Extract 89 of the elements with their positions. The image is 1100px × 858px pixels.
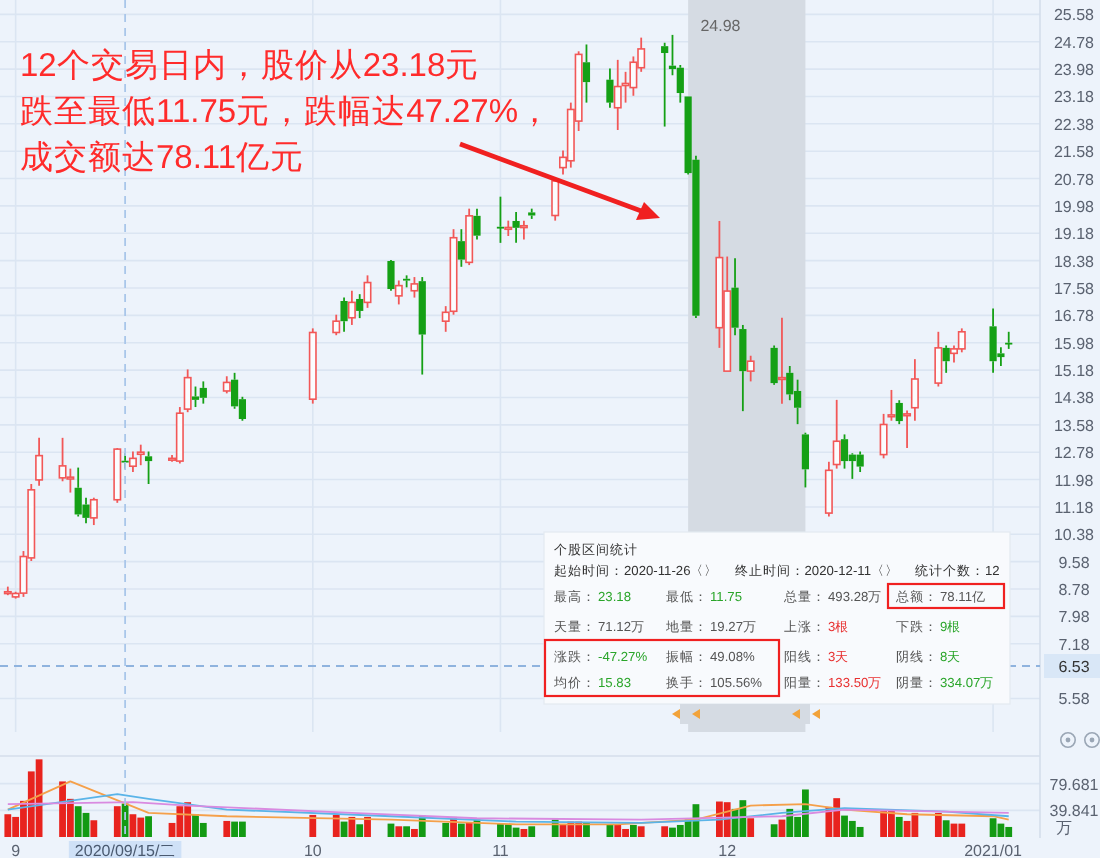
bar bbox=[59, 781, 66, 837]
annotation: 成交额达78.11亿元 bbox=[20, 138, 305, 176]
ref-line-label: 6.53 bbox=[1058, 657, 1091, 676]
bar bbox=[958, 823, 966, 837]
y-tick-label: 13.58 bbox=[1053, 416, 1096, 435]
bar bbox=[989, 818, 997, 837]
bar bbox=[395, 826, 403, 837]
y-tick-label: 14.38 bbox=[1053, 389, 1096, 408]
bar bbox=[833, 798, 841, 837]
bar bbox=[1005, 826, 1013, 837]
bar bbox=[669, 827, 676, 837]
bar bbox=[770, 824, 778, 837]
x-tick-label: 2021/01 bbox=[964, 842, 1024, 858]
y-tick-label: 15.18 bbox=[1053, 362, 1096, 381]
bar bbox=[465, 822, 473, 837]
line-series bbox=[6, 780, 1010, 826]
bar bbox=[192, 814, 199, 837]
bar bbox=[942, 820, 950, 837]
y-tick-label: 22.38 bbox=[1053, 115, 1096, 134]
bar bbox=[856, 826, 864, 837]
y-tick-label: 39.841 bbox=[1049, 802, 1100, 821]
bar bbox=[4, 814, 12, 837]
bar bbox=[848, 820, 856, 837]
line-series bbox=[6, 801, 1010, 821]
bar bbox=[137, 817, 145, 837]
y-tick-label: 19.18 bbox=[1053, 225, 1096, 244]
bar bbox=[676, 824, 684, 837]
annotation: 跌至最低11.75元，跌幅达47.27%， bbox=[20, 94, 553, 130]
bar bbox=[309, 814, 317, 837]
line-series bbox=[6, 793, 1010, 824]
bar bbox=[113, 806, 121, 837]
bar bbox=[614, 824, 622, 837]
x-tick-label: 12 bbox=[718, 842, 738, 858]
bar bbox=[239, 821, 246, 837]
y-tick-label: 5.58 bbox=[1058, 690, 1091, 709]
y-tick-label: 7.98 bbox=[1058, 608, 1091, 627]
y-tick-label: 21.58 bbox=[1053, 143, 1096, 162]
bar bbox=[411, 828, 418, 837]
bar bbox=[661, 826, 669, 837]
bar bbox=[497, 823, 504, 837]
x-tick-label: 9 bbox=[11, 842, 22, 858]
bar bbox=[637, 826, 645, 837]
bar bbox=[332, 814, 340, 837]
y-tick-label: 79.681 bbox=[1049, 775, 1100, 794]
y-tick-label: 11.18 bbox=[1054, 498, 1095, 517]
bar bbox=[223, 820, 231, 837]
bar bbox=[504, 824, 512, 837]
y-tick-label: 23.18 bbox=[1053, 88, 1096, 107]
y-tick-label: 12.78 bbox=[1053, 444, 1096, 463]
bar bbox=[176, 806, 184, 837]
y-tick-label: 18.38 bbox=[1053, 252, 1096, 271]
y-tick-label: 11.98 bbox=[1054, 471, 1095, 490]
y-tick-label: 19.98 bbox=[1053, 197, 1096, 216]
bar bbox=[90, 820, 98, 837]
bar bbox=[403, 826, 411, 837]
x-tick-label: 11 bbox=[492, 842, 510, 858]
ref-line-label: 2020/09/15/二 bbox=[74, 842, 176, 858]
bar bbox=[356, 824, 364, 837]
bar bbox=[199, 822, 207, 837]
y-tick-label: 8.78 bbox=[1058, 581, 1091, 600]
bar bbox=[528, 826, 536, 837]
y-tick-label: 24.78 bbox=[1053, 33, 1096, 52]
bar bbox=[747, 818, 755, 837]
y-tick-label: 25.58 bbox=[1053, 6, 1096, 25]
y-tick-label: 20.78 bbox=[1053, 170, 1096, 189]
bar bbox=[895, 816, 903, 837]
y-tick-label: 7.18 bbox=[1058, 635, 1091, 654]
bar bbox=[231, 821, 238, 837]
y-tick-label: 10.38 bbox=[1053, 526, 1096, 545]
bar bbox=[841, 815, 848, 837]
bar bbox=[364, 816, 371, 837]
bar bbox=[145, 816, 152, 837]
bar bbox=[442, 822, 450, 837]
y-tick-label: 23.98 bbox=[1053, 61, 1096, 80]
x-tick-label: 10 bbox=[303, 842, 323, 858]
bar bbox=[934, 812, 942, 837]
bar bbox=[348, 816, 356, 837]
y-tick-label: 9.58 bbox=[1058, 553, 1091, 572]
bar bbox=[457, 823, 465, 837]
bar bbox=[74, 806, 82, 837]
y-tick-label: 16.78 bbox=[1053, 307, 1096, 326]
y-axis-title: 万 bbox=[1056, 819, 1072, 837]
y-tick-label: 15.98 bbox=[1053, 334, 1096, 353]
annotation: 12个交易日内，股价从23.18元 bbox=[20, 46, 480, 84]
bar bbox=[911, 812, 919, 837]
bar bbox=[629, 824, 637, 837]
y-tick-label: 17.58 bbox=[1053, 280, 1096, 299]
bar bbox=[622, 828, 629, 837]
annotation: 24.98 bbox=[700, 16, 742, 35]
